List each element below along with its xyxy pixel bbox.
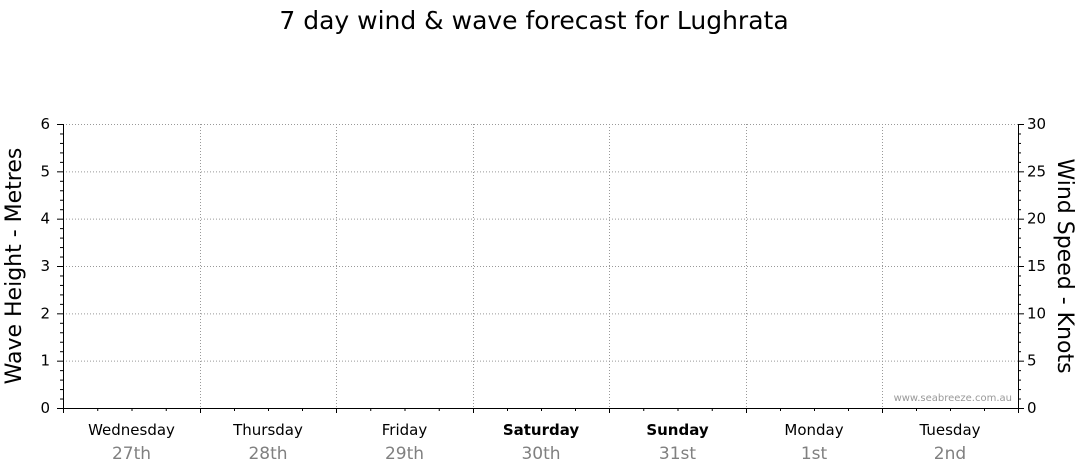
right-tick-label-20: 20 (1027, 210, 1046, 228)
date-label-monday: 1st (801, 444, 828, 464)
right-tick-label-15: 15 (1027, 257, 1046, 275)
date-label-friday: 29th (385, 444, 424, 464)
right-axis-title: Wind Speed - Knots (1052, 158, 1077, 373)
day-labels: Wednesday 27th Thursday 28th Friday 29th Satur… (88, 421, 981, 464)
left-tick-label-2: 2 (40, 304, 50, 322)
left-tick-label-3: 3 (40, 257, 50, 275)
right-axis-ticks: 0 5 10 15 20 25 30 (1018, 115, 1046, 417)
left-axis-title: Wave Height - Metres (2, 148, 27, 385)
day-label-friday: Friday (382, 421, 428, 439)
day-label-monday: Monday (784, 421, 843, 439)
right-tick-label-0: 0 (1027, 399, 1037, 417)
grid-lines (63, 124, 1018, 408)
left-tick-label-0: 0 (40, 399, 50, 417)
right-tick-label-30: 30 (1027, 115, 1046, 133)
left-tick-label-1: 1 (40, 352, 50, 370)
left-tick-label-5: 5 (40, 162, 50, 180)
left-tick-label-6: 6 (40, 115, 50, 133)
chart-title: 7 day wind & wave forecast for Lughrata (279, 6, 788, 35)
day-label-wednesday: Wednesday (88, 421, 175, 439)
day-label-sunday: Sunday (646, 421, 709, 439)
day-label-saturday: Saturday (503, 421, 580, 439)
day-label-thursday: Thursday (232, 421, 303, 439)
date-label-sunday: 31st (659, 444, 696, 464)
right-tick-label-10: 10 (1027, 304, 1046, 322)
date-label-thursday: 28th (248, 444, 287, 464)
left-axis-ticks: 0 1 2 3 4 5 6 (40, 115, 63, 417)
left-tick-label-4: 4 (40, 210, 50, 228)
right-tick-label-25: 25 (1027, 162, 1046, 180)
axes (63, 124, 1019, 413)
watermark: www.seabreeze.com.au (894, 393, 1012, 404)
date-label-tuesday: 2nd (934, 444, 966, 464)
right-tick-label-5: 5 (1027, 352, 1037, 370)
date-label-wednesday: 27th (112, 444, 151, 464)
date-label-saturday: 30th (521, 444, 560, 464)
day-label-tuesday: Tuesday (918, 421, 980, 439)
